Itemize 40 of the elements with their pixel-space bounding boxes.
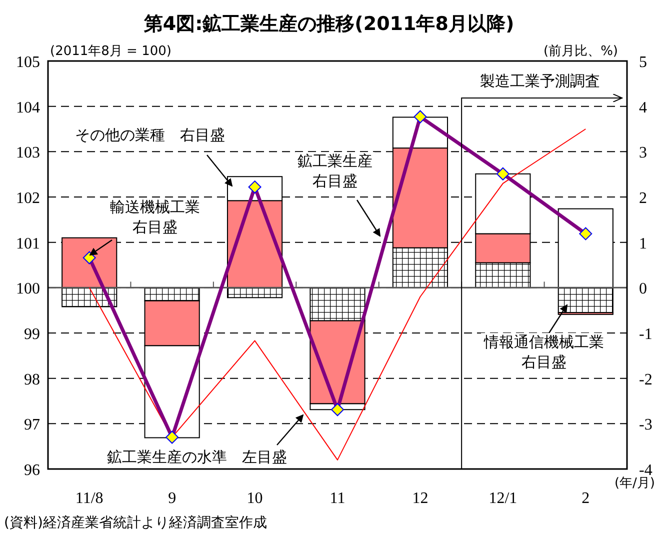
- y-tick-label: 101: [16, 235, 40, 252]
- y-tick-label: 96: [24, 462, 40, 479]
- x-tick-label: 11: [330, 490, 346, 507]
- y2-tick-label: -1: [639, 326, 652, 343]
- y-tick-label: 102: [16, 190, 40, 207]
- y2-axis-title: (前月比、%): [544, 44, 618, 59]
- annotation: 右目盛: [312, 172, 358, 190]
- y-tick-label: 103: [16, 144, 40, 162]
- y-tick-label: 104: [16, 99, 40, 116]
- annotation: その他の業種 右目盛: [75, 126, 225, 144]
- annotation: 輸送機械工業: [110, 198, 200, 216]
- y2-tick-label: 4: [639, 99, 647, 116]
- x-axis-title: (年/月): [614, 476, 655, 491]
- y-axis-title: (2011年8月 = 100): [50, 44, 172, 59]
- chart-title: 第4図:鉱工業生産の推移(2011年8月以降): [142, 13, 514, 35]
- annotation: 右目盛: [132, 218, 178, 236]
- x-tick-label: 12: [412, 490, 428, 507]
- annotation: 情報通信機械工業: [483, 333, 604, 351]
- y2-tick-label: 0: [639, 280, 647, 298]
- y-tick-label: 105: [16, 54, 40, 71]
- y2-tick-label: 2: [639, 190, 647, 207]
- y2-tick-label: 3: [639, 144, 647, 162]
- x-tick-label: 9: [168, 490, 176, 507]
- annotation: 鉱工業生産: [298, 152, 372, 170]
- y-tick-label: 99: [24, 326, 40, 343]
- y2-tick-label: 1: [639, 235, 647, 252]
- y2-tick-label: 5: [639, 54, 647, 71]
- y2-tick-label: -3: [639, 416, 652, 434]
- text: (資料)経済産業省統計より経済調査室作成: [4, 515, 267, 531]
- annotation: 右目盛: [522, 353, 566, 371]
- x-tick-label: 10: [246, 490, 263, 507]
- x-tick-label: 11/8: [75, 490, 104, 507]
- annotation: 製造工業予測調査: [480, 72, 600, 90]
- y-tick-label: 100: [16, 280, 40, 298]
- x-tick-label: 2: [582, 490, 590, 507]
- y-tick-label: 97: [24, 416, 40, 434]
- y2-tick-label: -2: [639, 371, 652, 388]
- x-tick-label: 12/1: [488, 490, 518, 507]
- annotation: 鉱工業生産の水準 左目盛: [107, 448, 287, 466]
- y-tick-label: 98: [24, 371, 40, 388]
